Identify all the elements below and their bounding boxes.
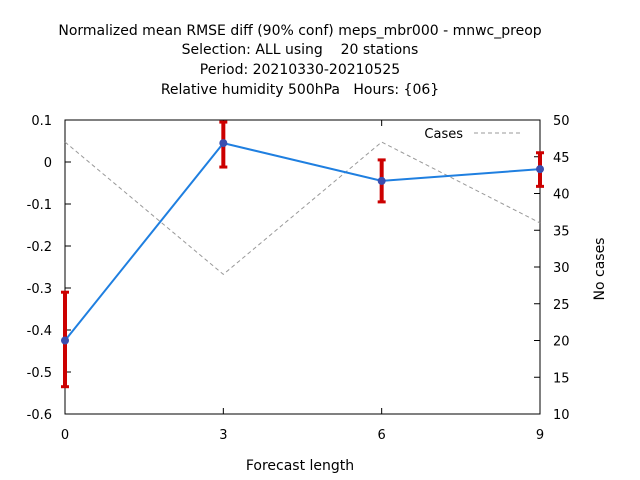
y-left-tick-label: -0.1 <box>27 198 52 213</box>
rmse-point <box>536 165 544 174</box>
chart-title-line-3: Period: 20210330-20210525 <box>200 62 400 78</box>
chart-title-line-4: Relative humidity 500hPa Hours: {06} <box>161 82 439 98</box>
x-axis-label: Forecast length <box>246 458 354 474</box>
rmse-line <box>64 141 541 342</box>
y-right-tick-label: 45 <box>553 151 570 166</box>
y-right-tick-label: 35 <box>553 224 570 239</box>
chart-title-line-2: Selection: ALL using 20 stations <box>182 42 419 58</box>
chart-title-line-1: Normalized mean RMSE diff (90% conf) mep… <box>58 23 541 39</box>
y-right-tick-label: 25 <box>553 298 570 313</box>
rmse-point <box>61 336 69 345</box>
x-tick-label: 6 <box>378 428 386 443</box>
y-right-tick-label: 20 <box>553 335 570 350</box>
x-tick-label: 3 <box>219 428 227 443</box>
y-left-tick-label: 0.1 <box>31 114 52 129</box>
y-left-tick-label: -0.2 <box>27 240 52 255</box>
y-left-tick-label: -0.6 <box>27 408 52 423</box>
rmse-point <box>377 176 386 185</box>
legend-label-cases: Cases <box>424 127 463 142</box>
legend: Cases <box>424 127 520 142</box>
y-axis-right: 10 15 20 25 30 35 40 45 50 <box>534 114 570 423</box>
y-left-tick-label: -0.4 <box>27 324 52 339</box>
x-tick-label: 9 <box>536 428 544 443</box>
y-axis-left: -0.6 -0.5 -0.4 -0.3 -0.2 -0.1 0 0.1 <box>27 114 71 423</box>
y-right-tick-label: 15 <box>553 371 570 386</box>
y-right-tick-label: 40 <box>553 188 570 203</box>
chart-title: Normalized mean RMSE diff (90% conf) mep… <box>58 23 541 98</box>
y-right-tick-label: 10 <box>553 408 570 423</box>
x-tick-label: 0 <box>61 428 69 443</box>
rmse-point <box>219 139 228 148</box>
cases-series <box>64 141 541 276</box>
y-left-tick-label: -0.3 <box>27 282 52 297</box>
y-axis-right-label: No cases <box>592 238 608 301</box>
plot-area <box>64 119 541 415</box>
rmse-series <box>61 120 544 389</box>
y-left-tick-label: 0 <box>44 156 52 171</box>
y-right-tick-label: 30 <box>553 261 570 276</box>
y-right-tick-label: 50 <box>553 114 570 129</box>
cases-line <box>64 141 541 276</box>
y-left-tick-label: -0.5 <box>27 366 52 381</box>
x-axis: 0 3 6 9 <box>61 120 544 443</box>
